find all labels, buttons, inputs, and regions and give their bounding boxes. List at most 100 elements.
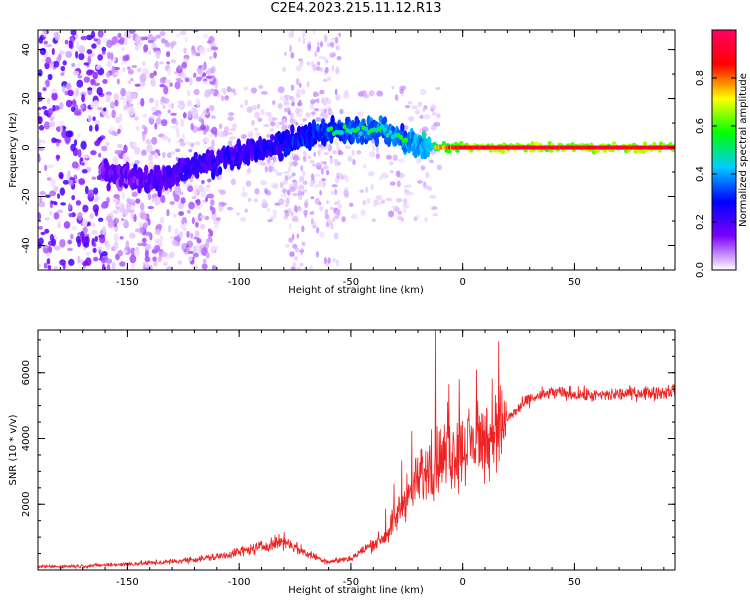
- heatmap-noise-cell: [230, 88, 236, 93]
- heatmap-noise-cell: [303, 209, 308, 216]
- heatmap-noise-cell: [240, 216, 247, 223]
- heatmap-noise-cell: [181, 61, 188, 69]
- heatmap-noise-cell: [155, 50, 161, 59]
- heatmap-noise-cell: [150, 115, 155, 119]
- heatmap-noise-cell: [284, 107, 289, 113]
- heatmap-noise-cell: [246, 106, 253, 114]
- heatmap-noise-cell: [314, 50, 318, 58]
- heatmap-noise-cell: [328, 110, 333, 114]
- heatmap-noise-cell: [318, 179, 322, 188]
- heatmap-noise-cell: [220, 95, 225, 102]
- heatmap-noise-cell: [208, 56, 213, 60]
- heatmap-noise-cell: [394, 94, 399, 102]
- heatmap-noise-cell: [211, 66, 216, 74]
- heatmap-noise-cell: [38, 125, 45, 131]
- heatmap-noise-cell: [372, 202, 378, 207]
- heatmap-noise-cell: [194, 230, 200, 238]
- heatmap-noise-cell: [214, 84, 219, 89]
- heatmap-noise-cell: [356, 150, 362, 155]
- heatmap-noise-cell: [296, 233, 300, 239]
- heatmap-noise-cell: [42, 30, 47, 37]
- heatmap-noise-cell: [46, 97, 51, 105]
- heatmap-noise-cell: [122, 98, 127, 106]
- heatmap-noise-cell: [335, 44, 340, 51]
- heatmap-noise-cell: [366, 197, 371, 204]
- heatmap-noise-cell: [156, 223, 163, 230]
- heatmap-noise-cell: [191, 107, 196, 115]
- heatmap-noise-cell: [111, 36, 118, 45]
- heatmap-noise-cell: [119, 261, 126, 267]
- heatmap-noise-cell: [227, 116, 234, 122]
- heatmap-noise-cell: [392, 205, 398, 209]
- heatmap-noise-cell: [49, 116, 55, 121]
- heatmap-noise-cell: [155, 34, 161, 39]
- heatmap-noise-cell: [429, 194, 437, 199]
- heatmap-noise-cell: [306, 80, 310, 88]
- heatmap-noise-cell: [202, 258, 207, 264]
- heatmap-noise-cell: [42, 245, 49, 249]
- heatmap-noise-cell: [215, 217, 222, 221]
- heatmap-noise-cell: [322, 56, 326, 60]
- heatmap-noise-cell: [307, 155, 312, 160]
- heatmap-cell: [425, 149, 430, 158]
- heatmap-noise-cell: [206, 68, 212, 76]
- heatmap-noise-cell: [147, 218, 151, 226]
- heatmap-cell: [279, 152, 284, 162]
- heatmap-noise-cell: [106, 39, 113, 49]
- heatmap-noise-cell: [75, 235, 81, 244]
- heatmap-core-cell: [382, 127, 387, 133]
- heatmap-noise-cell: [329, 41, 334, 47]
- heatmap-noise-cell: [202, 80, 209, 85]
- colorbar-tick-label: 0.6: [695, 118, 706, 134]
- heatmap-noise-cell: [429, 159, 434, 164]
- heatmap-noise-cell: [230, 136, 237, 140]
- heatmap-ytick-label: -20: [21, 188, 32, 204]
- heatmap-noise-cell: [300, 191, 305, 196]
- heatmap-noise-cell: [81, 94, 86, 103]
- heatmap-noise-cell: [131, 141, 138, 148]
- heatmap-noise-cell: [71, 194, 76, 201]
- heatmap-noise-cell: [201, 179, 205, 185]
- heatmap-noise-cell: [47, 108, 54, 116]
- heatmap-noise-cell: [385, 197, 393, 202]
- heatmap-noise-cell: [147, 40, 155, 44]
- heatmap-noise-cell: [319, 89, 325, 95]
- heatmap-noise-cell: [202, 199, 206, 203]
- heatmap-noise-cell: [87, 189, 95, 198]
- heatmap-noise-cell: [240, 104, 244, 108]
- heatmap-ytick-label: -40: [21, 237, 32, 253]
- heatmap-cell: [426, 136, 432, 145]
- heatmap-noise-cell: [270, 121, 276, 127]
- heatmap-noise-cell: [296, 64, 302, 72]
- heatmap-noise-cell: [152, 261, 159, 267]
- snr-frame: [37, 329, 676, 571]
- heatmap-noise-cell: [92, 204, 99, 213]
- heatmap-noise-cell: [147, 193, 152, 201]
- heatmap-noise-cell: [141, 81, 146, 86]
- heatmap-noise-cell: [324, 208, 329, 216]
- heatmap-noise-cell: [153, 62, 159, 69]
- heatmap-cell: [374, 135, 380, 148]
- heatmap-noise-cell: [240, 134, 247, 139]
- heatmap-noise-cell: [315, 173, 321, 178]
- heatmap-noise-cell: [188, 148, 193, 153]
- heatmap-noise-cell: [317, 149, 321, 156]
- heatmap-noise-cell: [365, 186, 369, 194]
- heatmap-noise-cell: [251, 104, 258, 111]
- heatmap-noise-cell: [337, 198, 341, 206]
- heatmap-noise-cell: [268, 111, 272, 118]
- heatmap-noise-cell: [338, 32, 341, 38]
- heatmap-noise-cell: [63, 221, 71, 229]
- heatmap-noise-cell: [38, 147, 45, 151]
- heatmap-noise-cell: [191, 216, 195, 225]
- heatmap-noise-cell: [105, 114, 112, 119]
- heatmap-noise-cell: [334, 88, 338, 96]
- heatmap-noise-cell: [59, 239, 66, 248]
- heatmap-noise-cell: [395, 198, 403, 203]
- heatmap-noise-cell: [38, 116, 43, 124]
- heatmap-noise-cell: [150, 78, 156, 87]
- heatmap-noise-cell: [174, 186, 182, 194]
- heatmap-noise-cell: [436, 113, 441, 119]
- heatmap-noise-cell: [46, 177, 52, 181]
- heatmap-noise-cell: [43, 262, 48, 269]
